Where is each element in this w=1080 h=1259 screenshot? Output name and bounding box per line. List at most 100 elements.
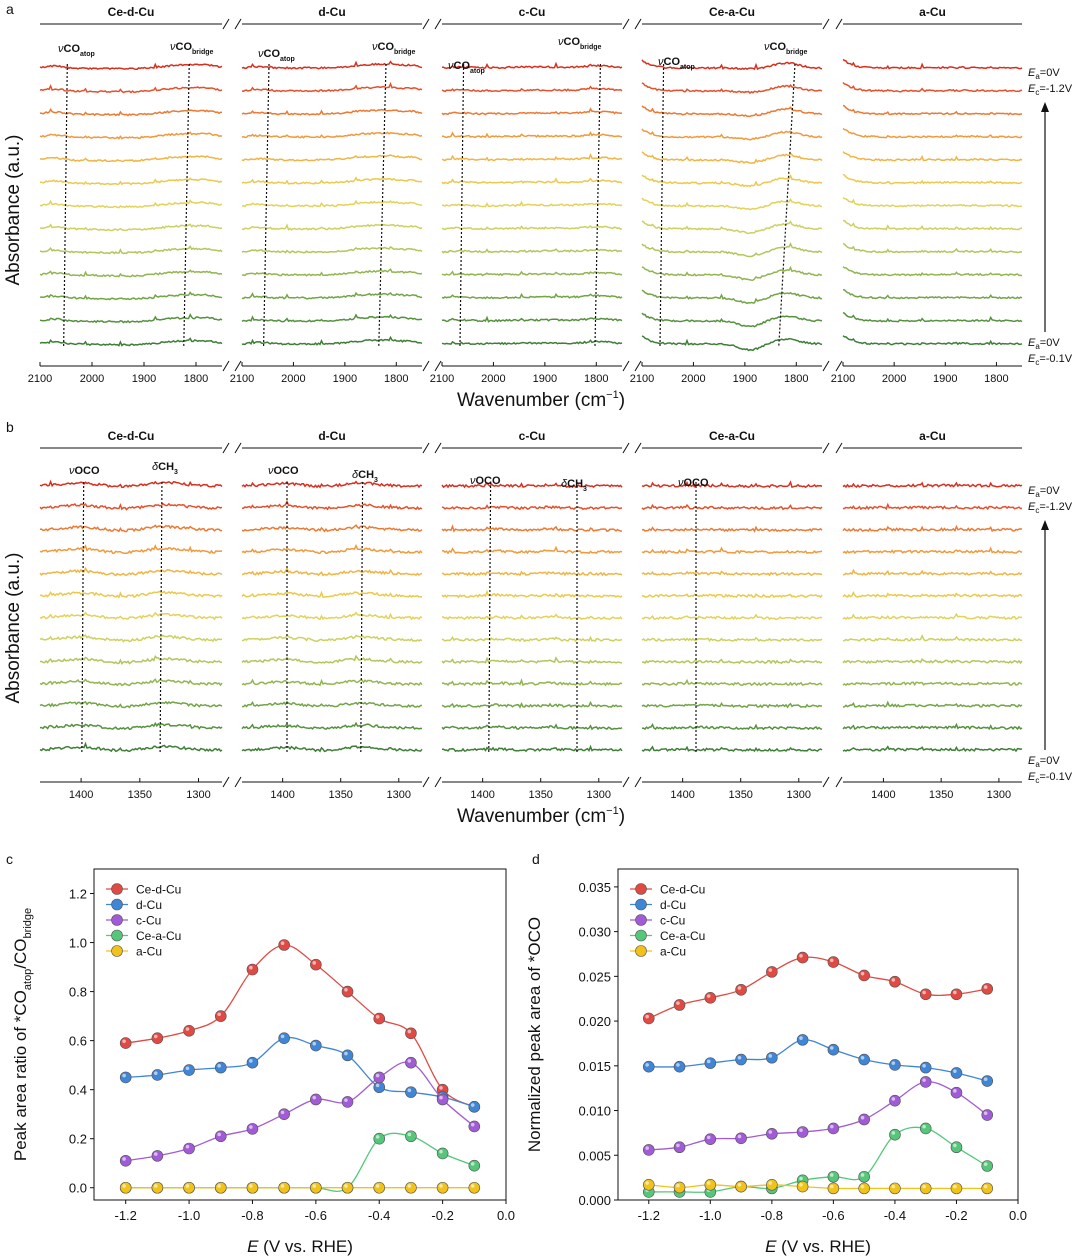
spectrum-trace (641, 503, 823, 511)
data-point-Ce-d-Cu (151, 1032, 164, 1044)
x-tick-label: 1350 (528, 789, 552, 801)
data-point-Ce-d-Cu (919, 988, 932, 1001)
point-highlight (860, 1055, 865, 1060)
spectrum-trace (641, 265, 823, 282)
peak-guide-line (459, 63, 465, 347)
data-point-a-Cu (405, 1181, 417, 1194)
data-point-a-Cu (151, 1181, 164, 1194)
oco-label: νOCO (470, 475, 501, 487)
co-atop-label: νCOatop (658, 56, 695, 71)
point-highlight (829, 1046, 834, 1050)
point-highlight (983, 985, 988, 989)
legend-marker (635, 945, 647, 957)
data-point-Ce-d-Cu (246, 963, 259, 976)
x-tick-label: -1.0 (178, 1208, 200, 1223)
data-point-c-Cu (436, 1093, 449, 1106)
co-atop-label: νCOatop (58, 43, 95, 58)
spectrum-trace (241, 633, 423, 643)
spectrum-trace (39, 131, 223, 140)
point-highlight (280, 1184, 285, 1188)
point-highlight (706, 994, 711, 998)
point-highlight (953, 1143, 957, 1148)
y-tick-label: 0.005 (578, 1148, 611, 1163)
spectrum-trace (441, 504, 623, 511)
point-highlight (983, 1077, 988, 1082)
spectrum-trace (39, 479, 223, 489)
data-point-a-Cu (373, 1181, 386, 1194)
point-highlight (645, 1014, 649, 1019)
legend-marker (111, 945, 123, 957)
axis-break (835, 18, 843, 30)
legend-label: a-Cu (136, 945, 162, 959)
spectrum-trace (842, 546, 1023, 555)
spectrum-trace (641, 220, 823, 235)
point-highlight (768, 1181, 773, 1185)
data-point-d-Cu (373, 1081, 386, 1094)
x-tick-label: 2100 (28, 373, 52, 385)
data-point-d-Cu (341, 1049, 354, 1062)
point-highlight (829, 1184, 834, 1189)
legend-label: d-Cu (660, 898, 686, 912)
point-highlight (344, 987, 348, 992)
data-point-Ce-d-Cu (673, 999, 686, 1011)
axis-break (634, 18, 642, 30)
spectrum-trace (441, 700, 623, 709)
data-point-Ce-d-Cu (373, 1012, 386, 1025)
data-point-a-Cu (827, 1182, 840, 1195)
x-tick-label: 2000 (882, 373, 906, 385)
potential-bottom-ec: Ec=-0.1V (1028, 771, 1073, 785)
point-highlight (768, 1054, 773, 1058)
peak-guide-line (594, 63, 601, 347)
data-point-Ce-a-Cu (405, 1130, 417, 1143)
spectrum-trace (441, 656, 623, 665)
data-point-a-Cu (183, 1181, 195, 1194)
data-point-a-Cu (950, 1182, 963, 1195)
spectrum-trace (441, 153, 623, 162)
spectrum-trace (842, 700, 1023, 708)
spectrum-trace (441, 589, 623, 599)
spectrum-trace (842, 524, 1023, 533)
axis-break (634, 360, 642, 372)
legend-label: c-Cu (136, 914, 161, 928)
point-highlight (439, 1095, 443, 1100)
point-highlight (799, 1182, 803, 1187)
point-highlight (249, 965, 253, 970)
x-tick-label: 1350 (328, 789, 352, 801)
x-tick-label: 1900 (733, 373, 757, 385)
spectrum-trace (241, 499, 423, 511)
x-tick-label: -1.2 (114, 1208, 136, 1223)
x-tick-label: 1800 (784, 373, 808, 385)
legend-marker (111, 914, 123, 926)
y-tick-label: 1.0 (69, 936, 87, 951)
point-highlight (249, 1125, 253, 1129)
axis-break (222, 442, 230, 454)
x-tick-label: -1.0 (699, 1208, 721, 1223)
peak-guide-line (159, 481, 163, 753)
data-point-c-Cu (950, 1086, 963, 1099)
point-highlight (122, 1073, 126, 1078)
x-tick-label: -0.4 (884, 1208, 906, 1223)
facet-0: Ce-d-Cu 1400 1350 1300 (39, 429, 230, 801)
data-point-Ce-d-Cu (827, 956, 840, 968)
panel-d: d -1.2 -1.0 -0.8 -0.6 -0.4 -0.2 0.0 0.000 0.005 0.… (525, 851, 1027, 1256)
point-highlight (922, 1078, 926, 1082)
point-highlight (768, 968, 773, 972)
point-highlight (922, 1124, 926, 1129)
legend-label: a-Cu (660, 945, 686, 959)
data-point-d-Cu (735, 1053, 747, 1066)
axis-break (622, 776, 630, 788)
data-point-d-Cu (214, 1061, 227, 1074)
axis-break (234, 442, 242, 454)
spectrum-trace (842, 590, 1023, 599)
data-point-Ce-d-Cu (310, 958, 322, 971)
point-highlight (891, 978, 896, 982)
spectrum-trace (441, 524, 623, 533)
point-highlight (375, 1135, 380, 1139)
spectrum-trace (241, 199, 423, 208)
data-point-a-Cu (735, 1180, 747, 1193)
series-line-d-Cu (648, 1039, 988, 1082)
point-highlight (407, 1184, 412, 1188)
spectrum-trace (242, 700, 423, 708)
x-tick-label: 1350 (929, 789, 953, 801)
x-tick-label: 1350 (728, 789, 752, 801)
